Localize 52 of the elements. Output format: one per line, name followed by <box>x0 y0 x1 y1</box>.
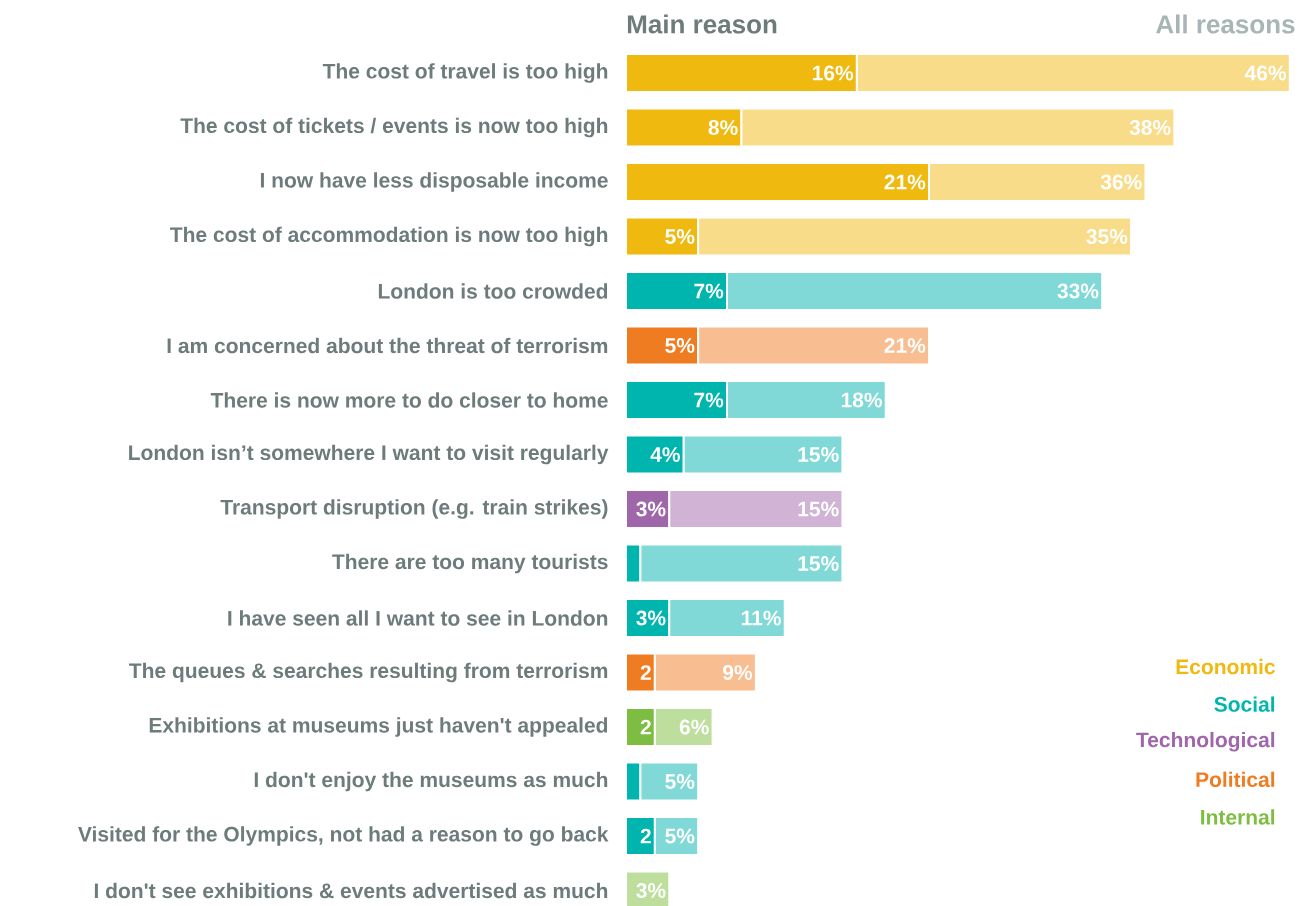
y-tick-label: I don't see exhibitions & events advertised as much <box>94 882 608 899</box>
y-tick-label: I now have less disposable income <box>260 172 608 192</box>
y-tick-label: I have seen all I want to see in London <box>228 610 608 626</box>
data-label: 7% <box>694 283 724 299</box>
data-label: 4% <box>650 447 680 462</box>
data-label: 2 <box>640 665 651 680</box>
text: All reasons <box>1156 14 1295 34</box>
y-tick-label: Exhibitions at museums just haven't appealed <box>149 717 608 737</box>
data-label: 5% <box>665 338 695 353</box>
y-tick-label: The queues & searches resulting from terrorism <box>129 662 608 683</box>
total-label: 3% <box>636 883 666 898</box>
y-tick-label: Visited for the Olympics, not had a reason to go back <box>78 826 609 846</box>
total-label: 38% <box>1129 120 1171 135</box>
data-label: 3% <box>636 501 666 517</box>
total-label: 15% <box>798 501 839 517</box>
total-label: 6% <box>679 719 709 735</box>
data-label: 5% <box>665 229 695 244</box>
data-label: 21% <box>884 174 926 190</box>
y-tick-label: Transport disruption (e.g. train strikes) <box>220 499 608 519</box>
data-label: 3% <box>636 610 666 626</box>
total-label: 21% <box>884 338 926 353</box>
total-label: 11% <box>741 610 781 626</box>
text: Political <box>1196 771 1275 788</box>
total-label: 35% <box>1086 229 1128 244</box>
total-label: 15% <box>798 556 839 571</box>
y-tick-label: London isn’t somewhere I want to visit regularly <box>129 444 609 465</box>
data-label: 8% <box>708 120 738 135</box>
y-tick-label: I don't enjoy the museums as much <box>254 771 608 792</box>
text: Internal <box>1201 809 1275 825</box>
total-label: 15% <box>798 447 839 462</box>
text: Social <box>1214 696 1275 712</box>
text: Main reason <box>627 14 777 34</box>
y-tick-label: The cost of accommodation is now too high <box>170 226 608 247</box>
data-label: 2 <box>640 828 651 844</box>
y-tick-label: I am concerned about the threat of terrorism <box>167 337 608 354</box>
total-label: 5% <box>665 774 695 789</box>
total-label: 33% <box>1057 283 1099 299</box>
y-tick-label: There is now more to do closer to home <box>210 392 608 408</box>
y-tick-label: London is too crowded <box>378 283 608 299</box>
y-tick-label: The cost of travel is too high <box>322 63 608 83</box>
y-tick-label: There are too many tourists <box>332 553 608 574</box>
total-label: 9% <box>723 665 753 680</box>
total-label: 46% <box>1244 65 1287 81</box>
total-label: 18% <box>841 392 882 408</box>
text: Economic <box>1176 658 1275 675</box>
y-tick-label: The cost of tickets / events is now too high <box>180 117 608 138</box>
total-label: 36% <box>1100 174 1142 190</box>
text: Technological <box>1136 731 1275 752</box>
data-label: 7% <box>694 392 724 408</box>
data-label: 2 <box>640 719 651 735</box>
total-label: 5% <box>665 828 695 844</box>
data-label: 16% <box>812 65 854 81</box>
